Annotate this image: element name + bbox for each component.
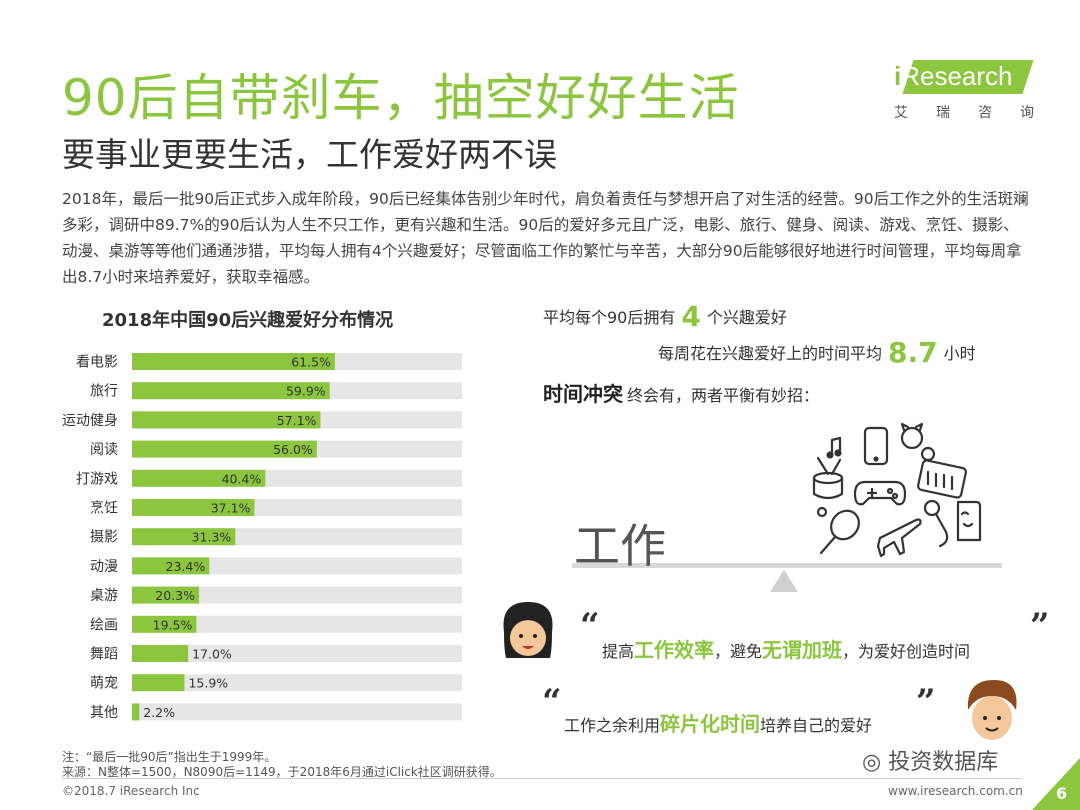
chart-title: 2018年中国90后兴趣爱好分布情况 <box>102 310 394 331</box>
bar <box>132 440 317 458</box>
open-quote-mark: “ <box>580 606 600 646</box>
value-label: 19.5% <box>153 617 193 632</box>
bar-track <box>132 674 462 692</box>
value-label: 2.2% <box>143 705 175 720</box>
value-label: 61.5% <box>291 355 331 370</box>
bar <box>132 586 199 604</box>
logo-chinese: 艾 瑞 咨 询 <box>894 102 1034 122</box>
logo-cn-char: 咨 <box>978 105 992 121</box>
bar <box>132 499 255 516</box>
weekly-hours-value: 8.7 <box>888 336 938 369</box>
bar-track <box>132 586 462 604</box>
value-label: 57.1% <box>277 413 317 428</box>
bar <box>132 645 189 662</box>
value-label: 31.3% <box>192 530 232 545</box>
bar <box>132 469 266 487</box>
close-quote-mark: ” <box>916 682 936 722</box>
microphone-icon <box>923 499 949 548</box>
bar-track <box>132 615 462 633</box>
category-label: 打游戏 <box>76 470 118 487</box>
bar <box>132 615 197 633</box>
book-icon <box>956 500 982 542</box>
bar <box>132 557 210 575</box>
cat-toy-icon <box>900 422 936 462</box>
category-label: 萌宠 <box>90 676 118 692</box>
copyright: ©2018.7 iResearch Inc <box>62 784 200 798</box>
bar <box>132 528 236 546</box>
page-corner-decoration <box>1032 758 1080 810</box>
value-label: 37.1% <box>211 501 251 516</box>
logo-prefix: i <box>894 61 902 91</box>
bar <box>132 382 330 400</box>
category-label: 旅行 <box>90 384 118 400</box>
page-number: 6 <box>1056 784 1068 803</box>
hobby-count-stat: 平均每个90后拥有 4 个兴趣爱好 <box>543 300 787 333</box>
hobby-count-value: 4 <box>681 300 701 333</box>
music-note-icon <box>826 436 842 459</box>
iresearch-logo: iResearch 艾 瑞 咨 询 <box>888 58 1038 124</box>
boy-avatar-icon <box>967 680 1017 740</box>
logo-cn-char: 瑞 <box>936 105 950 121</box>
source-note: 来源：N整体=1500，N8090后=1149，于2018年6月通过iClick… <box>62 765 502 779</box>
hobby-bar-chart: 看电影 61.5% 旅行 59.9% 运动健身 57.1% 阅读 56.0% 打游戏 40.4% 烹… <box>62 353 462 721</box>
category-label: 动漫 <box>90 559 118 575</box>
category-label: 桌游 <box>90 588 118 604</box>
category-label: 阅读 <box>90 441 118 458</box>
category-label: 看电影 <box>76 355 118 371</box>
drum-icon <box>812 456 844 500</box>
category-label: 绘画 <box>90 617 118 633</box>
quote-efficiency: 提高工作效率，避免无谓加班，为爱好创造时间 <box>602 638 971 662</box>
value-label: 20.3% <box>155 588 195 603</box>
work-label: 工作 <box>574 519 666 573</box>
category-label: 其他 <box>90 705 118 721</box>
open-quote-mark: “ <box>542 682 562 722</box>
conflict-line: 时间冲突 终会有，两者平衡有妙招： <box>543 382 820 406</box>
wechat-icon: ◎ <box>862 750 882 775</box>
watermark: ◎ 投资数据库 <box>862 750 999 775</box>
airplane-icon <box>876 518 922 558</box>
value-label: 17.0% <box>192 647 232 662</box>
bar <box>132 353 335 370</box>
category-label: 舞蹈 <box>90 647 118 663</box>
bar <box>132 674 185 692</box>
value-label: 23.4% <box>166 559 206 574</box>
logo-name: Research <box>901 61 1013 91</box>
conflict-heading: 时间冲突 <box>543 382 623 406</box>
footnote: 注：“最后一批90后”指出生于1999年。 <box>62 750 277 764</box>
scale-beam <box>572 563 1002 568</box>
logo-cn-char: 艾 <box>894 105 908 121</box>
footer-divider <box>62 778 1022 779</box>
keyboard-icon <box>917 459 967 499</box>
bar-track <box>132 645 462 662</box>
logo-cn-char: 询 <box>1020 105 1034 121</box>
bar <box>132 411 321 429</box>
value-label: 40.4% <box>222 471 262 486</box>
category-label: 烹饪 <box>90 500 118 517</box>
value-label: 56.0% <box>273 442 313 457</box>
bar-track <box>132 703 462 721</box>
bar-track <box>132 557 462 575</box>
girl-avatar-icon <box>503 602 553 658</box>
category-label: 摄影 <box>90 530 118 546</box>
website-url: www.iresearch.com.cn <box>888 784 1023 798</box>
value-label: 59.9% <box>286 384 326 399</box>
gamepad-icon <box>853 480 907 506</box>
balance-scale-illustration <box>572 422 1002 592</box>
quote-fragment-time: 工作之余利用碎片化时间培养自己的爱好 <box>564 712 873 736</box>
tennis-racket-icon <box>816 506 860 555</box>
bar <box>132 703 140 721</box>
intro-paragraph: 2018年，最后一批90后正式步入成年阶段，90后已经集体告别少年时代，肩负着责… <box>62 190 1029 286</box>
category-label: 运动健身 <box>62 413 118 429</box>
page-subtitle: 要事业更要生活，工作爱好两不误 <box>62 135 557 174</box>
page-title: 90后自带刹车，抽空好好生活 <box>62 69 740 127</box>
close-quote-mark: ” <box>1030 606 1050 646</box>
scale-fulcrum <box>770 570 798 592</box>
value-label: 15.9% <box>188 676 228 691</box>
phone-icon <box>863 426 889 466</box>
weekly-hours-stat: 每周花在兴趣爱好上的时间平均 8.7 小时 <box>658 336 976 369</box>
